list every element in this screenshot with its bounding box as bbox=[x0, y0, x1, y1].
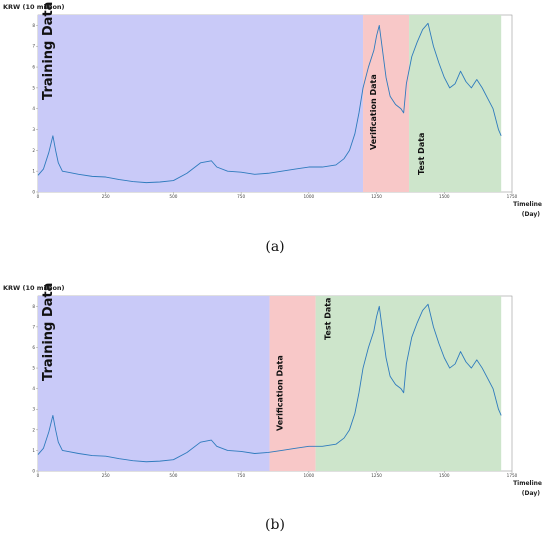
x-tick-label: 1250 bbox=[371, 473, 382, 478]
x-tick-label: 1500 bbox=[439, 194, 450, 199]
x-tick-label: 0 bbox=[37, 473, 40, 478]
y-tick-label: 4 bbox=[32, 386, 35, 391]
x-tick-label: 750 bbox=[237, 473, 245, 478]
x-axis-unit: (Day) bbox=[522, 211, 540, 218]
x-axis-label: Timeline bbox=[513, 201, 542, 208]
y-axis-label: KRW (10 million) bbox=[3, 3, 65, 11]
price-line bbox=[37, 22, 502, 184]
x-tick-label: 250 bbox=[102, 473, 110, 478]
region-label-test: Test Data bbox=[324, 298, 333, 340]
panel-caption: (a) bbox=[265, 239, 284, 255]
region-test-data bbox=[409, 15, 502, 192]
x-tick-label: 1250 bbox=[371, 194, 382, 199]
region-test-data bbox=[315, 296, 502, 471]
x-tick-label: 250 bbox=[102, 194, 110, 199]
x-tick-label: 500 bbox=[169, 473, 177, 478]
y-tick-label: 5 bbox=[32, 366, 35, 371]
region-label-training: Training Data bbox=[41, 283, 56, 381]
x-tick-label: 500 bbox=[169, 194, 177, 199]
x-tick-label: 1750 bbox=[507, 473, 518, 478]
y-tick-label: 0 bbox=[32, 190, 35, 195]
region-label-verification: Verification Data bbox=[369, 74, 378, 150]
region-label-training: Training Data bbox=[41, 2, 56, 100]
x-tick-label: 0 bbox=[37, 194, 40, 199]
y-tick-label: 2 bbox=[32, 148, 35, 153]
y-tick-label: 2 bbox=[32, 427, 35, 432]
y-axis-label: KRW (10 million) bbox=[3, 284, 65, 292]
y-tick-label: 6 bbox=[32, 345, 35, 350]
y-tick-label: 6 bbox=[32, 65, 35, 70]
x-axis-unit: (Day) bbox=[522, 490, 540, 497]
panel-caption: (b) bbox=[265, 517, 285, 533]
x-tick-label: 1500 bbox=[439, 473, 450, 478]
region-verification-data bbox=[363, 15, 410, 192]
region-verification-data bbox=[269, 296, 316, 471]
y-tick-label: 4 bbox=[32, 106, 35, 111]
y-tick-label: 0 bbox=[32, 469, 35, 474]
price-line bbox=[37, 303, 502, 463]
y-tick-label: 8 bbox=[32, 304, 35, 309]
y-tick-label: 3 bbox=[32, 407, 35, 412]
y-tick-label: 7 bbox=[32, 324, 35, 329]
region-label-test: Test Data bbox=[417, 133, 426, 175]
y-tick-label: 5 bbox=[32, 85, 35, 90]
x-tick-label: 750 bbox=[237, 194, 245, 199]
chart-panel-b: Training Data Verification Data Test Data 0… bbox=[3, 283, 542, 533]
region-label-verification: Verification Data bbox=[276, 355, 285, 431]
y-tick-label: 8 bbox=[32, 23, 35, 28]
y-tick-label: 1 bbox=[32, 448, 35, 453]
region-training-data bbox=[38, 15, 364, 192]
y-tick-label: 1 bbox=[32, 169, 35, 174]
y-tick-label: 3 bbox=[32, 127, 35, 132]
x-tick-label: 1750 bbox=[507, 194, 518, 199]
y-tick-label: 7 bbox=[32, 44, 35, 49]
region-training-data bbox=[38, 296, 270, 471]
x-axis-label: Timeline bbox=[513, 480, 542, 487]
chart-panel-a: Training Data Verification Data Test Data 0… bbox=[3, 2, 542, 255]
x-tick-label: 1000 bbox=[304, 194, 315, 199]
x-tick-label: 1000 bbox=[304, 473, 315, 478]
